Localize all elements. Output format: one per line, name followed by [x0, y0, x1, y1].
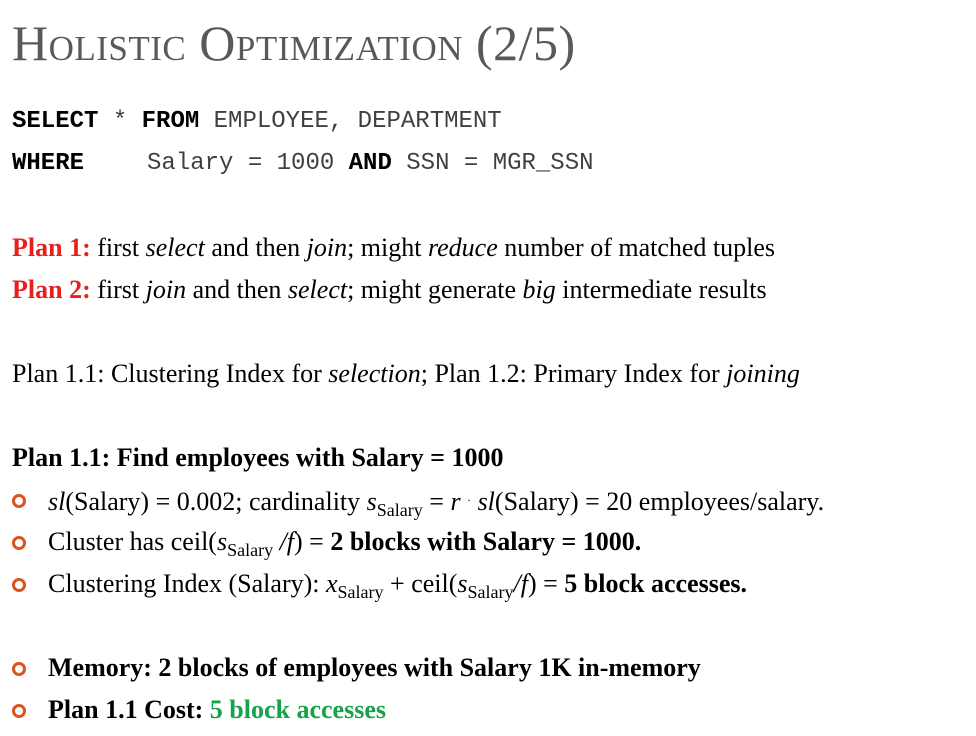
sql-keyword-select: SELECT	[12, 108, 99, 135]
subscript: Salary	[227, 540, 274, 560]
bullet-text: Cluster has ceil(	[48, 527, 217, 556]
cost-label: Plan 1.1 Cost:	[48, 695, 204, 724]
bullet-clustering-index: Clustering Index (Salary): xSalary + cei…	[48, 567, 747, 601]
bullet-text: Clustering Index (Salary):	[48, 569, 320, 598]
s-symbol: s	[216, 527, 228, 556]
plan-1-select: select	[145, 233, 205, 262]
sql-tables: EMPLOYEE, DEPARTMENT	[213, 108, 502, 135]
plan-1-label: Plan 1:	[12, 233, 91, 262]
subplans-text: ; Plan 1.2: Primary Index for	[420, 359, 720, 388]
plan-2-text: ; might generate	[347, 275, 517, 304]
sl-symbol: sl	[48, 487, 66, 516]
bullet-text: + ceil(	[390, 569, 458, 598]
plan-1-text: ; might	[347, 233, 422, 262]
x-symbol: x	[326, 569, 338, 598]
bullet-bold: 2 blocks with Salary = 1000.	[330, 527, 642, 556]
subplans-joining: joining	[726, 359, 800, 388]
sql-keyword-and: AND	[348, 150, 392, 177]
subplans-selection: selection	[328, 359, 421, 388]
f-symbol: /f	[279, 527, 295, 556]
plan-1-1-heading: Plan 1.1: Find employees with Salary = 1…	[12, 443, 504, 472]
page-title: Holistic Optimization (2/5)	[12, 15, 576, 71]
subscript: Salary	[337, 582, 384, 602]
sql-star: *	[112, 108, 128, 135]
f-symbol: /f	[513, 569, 528, 598]
subplans-text: Plan 1.1: Clustering Index for	[12, 359, 322, 388]
bullet-icon	[12, 578, 26, 592]
bullet-text: ) =	[294, 527, 324, 556]
plan-1-text: number of matched tuples	[504, 233, 776, 262]
bullet-text: ) =	[527, 569, 558, 598]
subscript: Salary	[467, 582, 514, 602]
bullet-icon	[12, 536, 26, 550]
sql-condition-ssn: SSN = MGR_SSN	[406, 150, 594, 177]
bullet-icon	[12, 494, 26, 508]
bullet-memory: Memory: 2 blocks of employees with Salar…	[48, 653, 701, 682]
sql-condition-salary: Salary = 1000	[147, 150, 335, 177]
subscript: Salary	[376, 500, 423, 520]
sql-keyword-where: WHERE	[12, 150, 85, 177]
sl-symbol: sl	[477, 487, 495, 516]
s-symbol: s	[457, 569, 468, 598]
plan-1-join: join	[306, 233, 348, 262]
dot-symbol: ·	[467, 493, 472, 507]
bullet-text: =	[429, 487, 444, 516]
bullet-selectivity: sl(Salary) = 0.002; cardinality sSalary …	[48, 483, 824, 519]
r-symbol: r	[450, 487, 461, 516]
plan-2-select: select	[287, 275, 348, 304]
bullet-cost: Plan 1.1 Cost: 5 block accesses	[48, 693, 386, 727]
plan-2-line: Plan 2: first join and then select; migh…	[12, 273, 767, 307]
plan-2-big: big	[522, 275, 556, 304]
plan-2-text: intermediate results	[562, 275, 767, 304]
bullet-icon	[12, 662, 26, 676]
plan-1-text: and then	[211, 233, 301, 262]
plan-2-join: join	[145, 275, 187, 304]
plan-2-text: first	[97, 275, 140, 304]
plan-1-line: Plan 1: first select and then join; migh…	[12, 231, 775, 265]
plan-1-reduce: reduce	[427, 233, 498, 262]
subplans-line: Plan 1.1: Clustering Index for selection…	[12, 357, 800, 391]
sql-select-line: SELECT * FROM EMPLOYEE, DEPARTMENT	[12, 107, 502, 137]
bullet-cluster-blocks: Cluster has ceil(sSalary /f) = 2 blocks …	[48, 525, 641, 559]
plan-2-text: and then	[192, 275, 282, 304]
sql-where-line: WHERE Salary = 1000 AND SSN = MGR_SSN	[12, 149, 594, 179]
bullet-bold: 5 block accesses.	[564, 569, 747, 598]
bullet-text: (Salary) = 0.002; cardinality	[65, 487, 361, 516]
plan-2-label: Plan 2:	[12, 275, 91, 304]
bullet-icon	[12, 704, 26, 718]
bullet-text: (Salary) = 20 employees/salary.	[494, 487, 825, 516]
cost-value: 5 block accesses	[209, 695, 386, 724]
plan-1-text: first	[97, 233, 140, 262]
s-symbol: s	[366, 487, 377, 516]
sql-keyword-from: FROM	[141, 108, 200, 135]
